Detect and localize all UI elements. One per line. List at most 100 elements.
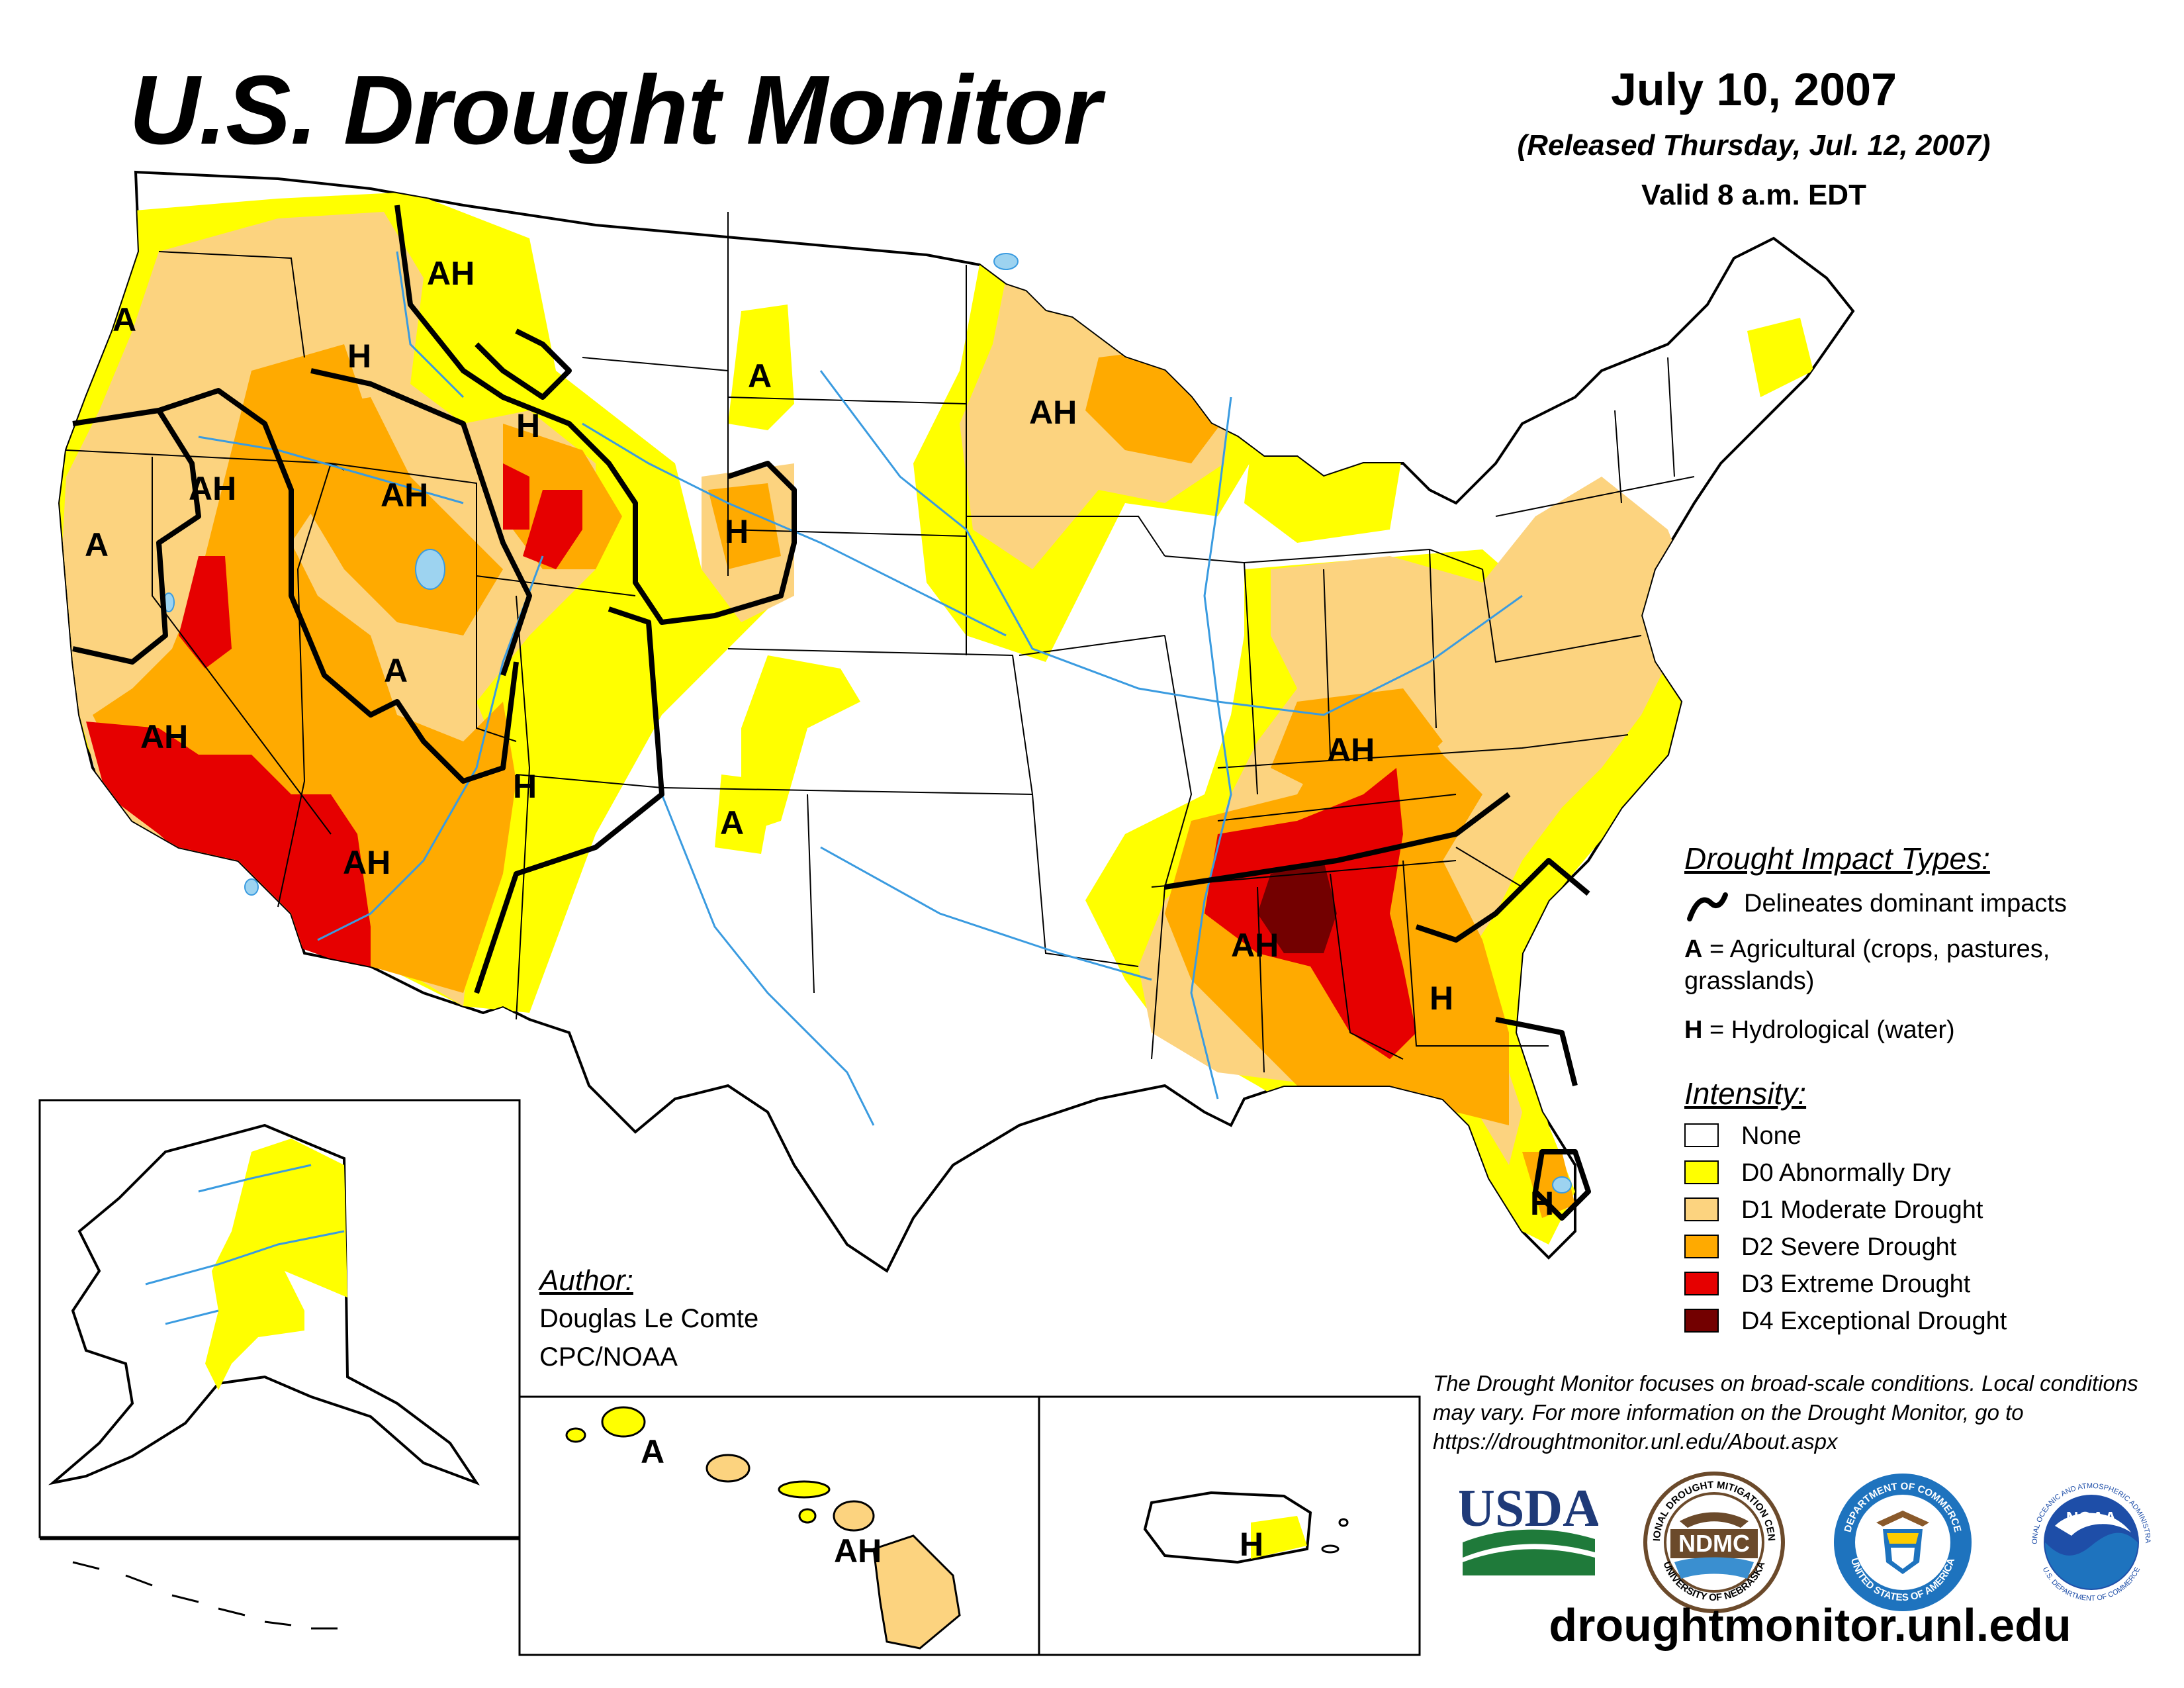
intensity-d1-label: D1 Moderate Drought	[1741, 1196, 1983, 1224]
niihau	[565, 1427, 586, 1443]
hydrological-label: = Hydrological (water)	[1709, 1016, 1955, 1044]
lake-of-the-woods	[993, 253, 1019, 270]
state-borders	[66, 212, 1695, 1073]
label-ky: AH	[1327, 731, 1375, 769]
impact-line-label: Delineates dominant impacts	[1744, 890, 2067, 917]
d4-areas	[1257, 861, 1337, 953]
label-ms: AH	[1231, 927, 1279, 964]
hydrological-letter: H	[1684, 1016, 1703, 1044]
label-nor-ca: AH	[189, 470, 236, 507]
label-nd: A	[748, 357, 772, 395]
map-date: July 10, 2007	[1611, 64, 1897, 115]
d3-idaho-wyoming	[503, 463, 529, 530]
swatch-d1	[1684, 1197, 1719, 1221]
label-ca-s: AH	[140, 718, 188, 755]
impact-types-header: Drought Impact Types:	[1684, 841, 1990, 876]
author-org: CPC/NOAA	[539, 1342, 678, 1372]
d2-florida	[1522, 1152, 1575, 1218]
alaska-d0	[205, 1139, 347, 1390]
agricultural-label: = Agricultural (crops, pastures, grassla…	[1684, 935, 2050, 995]
d4-tn-al-ms	[1257, 861, 1337, 953]
label-ga: H	[1430, 980, 1453, 1017]
agricultural-key: A = Agricultural (crops, pastures, grass…	[1684, 933, 2148, 997]
label-nm-e: A	[720, 804, 744, 841]
ndmc-logo: NATIONAL DROUGHT MITIGATION CENTER UNIVE…	[1641, 1470, 1785, 1613]
lanai	[798, 1508, 817, 1524]
legend: Drought Impact Types: Delineates dominan…	[1684, 841, 2148, 1335]
release-date: (Released Thursday, Jul. 12, 2007)	[1517, 129, 1991, 162]
molokai	[778, 1480, 831, 1499]
hawaii-islands	[565, 1406, 961, 1650]
label-hi-2: AH	[834, 1532, 882, 1570]
oahu	[705, 1454, 751, 1483]
label-mn: AH	[1029, 394, 1077, 431]
hawaii-frame	[518, 1395, 1040, 1656]
puerto-rico-inset: H	[1038, 1395, 1421, 1656]
noaa-wordmark: NOAA	[2066, 1508, 2117, 1528]
kauai	[601, 1406, 646, 1438]
maui	[833, 1500, 875, 1532]
d2-utah-west	[291, 397, 503, 635]
noaa-logo: NATIONAL OCEANIC AND ATMOSPHERIC ADMINIS…	[2019, 1470, 2160, 1611]
swatch-none	[1684, 1123, 1719, 1147]
puerto-rico-d0	[1251, 1516, 1307, 1559]
usda-logo: USDA	[1459, 1479, 1598, 1575]
author-name: Douglas Le Comte	[539, 1304, 759, 1333]
puerto-rico-frame	[1038, 1395, 1421, 1656]
vieques	[1321, 1544, 1340, 1554]
impact-line-icon	[1687, 892, 1728, 921]
doc-logo: DEPARTMENT OF COMMERCE UNITED STATES OF …	[1834, 1474, 1972, 1611]
hydrological-key: H = Hydrological (water)	[1684, 1016, 1955, 1045]
intensity-d3-label: D3 Extreme Drought	[1741, 1270, 1971, 1298]
label-nv: A	[384, 652, 408, 689]
label-ca-n: A	[85, 526, 109, 563]
d0-nm-east	[715, 774, 774, 854]
impact-lines	[72, 205, 1591, 1221]
intensity-d2-label: D2 Severe Drought	[1741, 1233, 1957, 1261]
label-wa: A	[113, 301, 136, 338]
d2-nebraska	[708, 483, 781, 569]
disclaimer: The Drought Monitor focuses on broad-sca…	[1433, 1371, 2138, 1454]
intensity-header: Intensity:	[1684, 1076, 1807, 1111]
usda-wordmark: USDA	[1459, 1479, 1598, 1538]
label-id-c: AH	[381, 477, 428, 514]
label-pr: H	[1240, 1526, 1263, 1563]
d3-nevada	[179, 556, 232, 669]
agricultural-letter: A	[1684, 935, 1703, 963]
intensity-d4-label: D4 Exceptional Drought	[1741, 1307, 2007, 1335]
ndmc-wordmark: NDMC	[1678, 1530, 1750, 1557]
salton-sea	[244, 878, 259, 896]
d3-wyoming	[523, 490, 582, 569]
label-fl: H	[1530, 1185, 1554, 1222]
label-ne: H	[725, 513, 749, 550]
label-az: AH	[343, 844, 390, 881]
label-id-n: H	[347, 338, 371, 375]
swatch-d4	[1684, 1309, 1719, 1333]
swatch-d0	[1684, 1160, 1719, 1184]
culebra	[1338, 1518, 1349, 1527]
hawaii-inset: A AH	[518, 1395, 1040, 1656]
alaska-inset	[38, 1099, 521, 1630]
impact-labels: A AH H AH AH H A A AH H A AH AH H A AH A…	[85, 255, 1554, 1222]
d2-kentucky	[1271, 688, 1443, 794]
big-island	[872, 1534, 961, 1650]
d3-socal-az	[86, 722, 371, 973]
label-wy-w: H	[516, 407, 540, 444]
lakes	[163, 253, 1572, 1194]
intensity-d0-label: D0 Abnormally Dry	[1741, 1159, 1951, 1187]
swatch-d3	[1684, 1272, 1719, 1295]
website-url[interactable]: droughtmonitor.unl.edu	[1549, 1599, 2071, 1651]
lake-okeechobee	[1552, 1176, 1572, 1194]
author-header: Author:	[539, 1264, 633, 1297]
d0-michigan	[1244, 384, 1403, 543]
label-hi-1: A	[641, 1433, 664, 1470]
main-title: U.S. Drought Monitor	[129, 56, 1101, 165]
label-mt-nw: AH	[427, 255, 475, 292]
intensity-none-label: None	[1741, 1122, 1801, 1150]
aleutian-islands	[72, 1561, 338, 1630]
alaska-frame	[38, 1099, 521, 1538]
valid-time: Valid 8 a.m. EDT	[1641, 179, 1866, 211]
label-nm-w: H	[513, 768, 537, 805]
conus-map	[58, 170, 1855, 1273]
